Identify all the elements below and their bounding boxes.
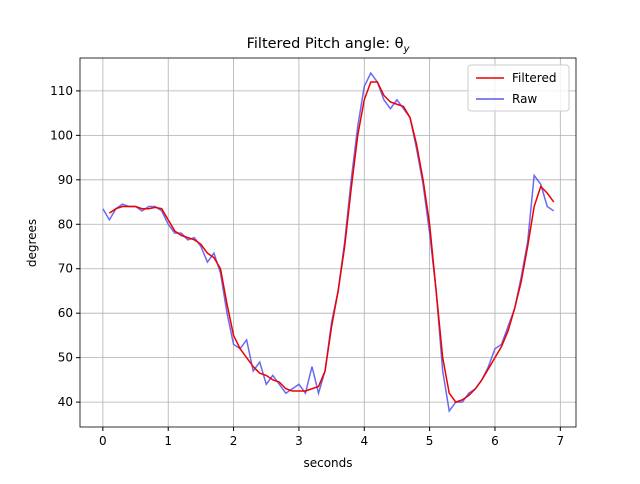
y-tick-label: 80 — [58, 217, 73, 231]
x-tick-label: 0 — [99, 434, 107, 448]
y-tick-label: 110 — [50, 84, 73, 98]
title-text: Filtered Pitch angle: θ — [247, 36, 404, 52]
x-tick-label: 3 — [295, 434, 303, 448]
legend-label: Filtered — [512, 71, 556, 85]
legend-label: Raw — [512, 92, 537, 106]
y-tick-label: 50 — [58, 351, 73, 365]
y-axis-label: degrees — [25, 219, 39, 267]
y-tick-label: 70 — [58, 262, 73, 276]
x-tick-label: 5 — [426, 434, 434, 448]
data-line — [108, 81, 555, 403]
x-tick-label: 6 — [491, 434, 499, 448]
x-tick-label: 7 — [556, 434, 564, 448]
y-tick-label: 100 — [50, 128, 73, 142]
y-tick-label: 60 — [58, 306, 73, 320]
x-tick-label: 4 — [360, 434, 368, 448]
x-tick-label: 1 — [164, 434, 172, 448]
y-tick-label: 90 — [58, 173, 73, 187]
plot-frame — [79, 57, 577, 428]
x-tick-label: 2 — [230, 434, 238, 448]
title-subscript: y — [402, 44, 410, 55]
x-axis-label: seconds — [303, 456, 352, 470]
data-line — [102, 71, 555, 413]
chart-title: Filtered Pitch angle: θy — [247, 36, 411, 55]
y-tick-label: 40 — [58, 395, 73, 409]
